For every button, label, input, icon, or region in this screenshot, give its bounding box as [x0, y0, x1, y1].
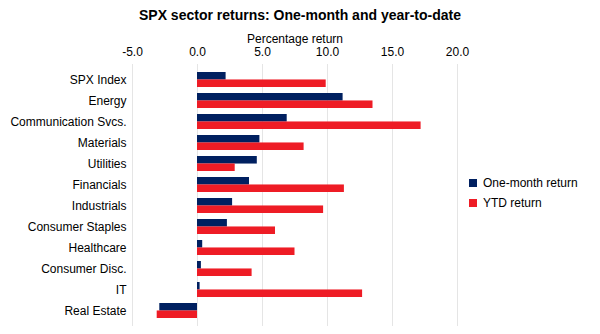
svg-text:Energy: Energy [88, 94, 126, 108]
svg-text:10.0: 10.0 [316, 45, 340, 59]
svg-text:-5.0: -5.0 [122, 45, 143, 59]
svg-text:Materials: Materials [78, 136, 127, 150]
svg-text:Consumer Disc.: Consumer Disc. [41, 262, 126, 276]
svg-text:Consumer Staples: Consumer Staples [28, 220, 127, 234]
svg-text:IT: IT [116, 283, 127, 297]
html-text:One-month return: One-month return [483, 176, 578, 190]
svg-text:Percentage return: Percentage return [247, 32, 343, 46]
svg-text:Industrials: Industrials [72, 199, 127, 213]
svg-text:0.0: 0.0 [189, 45, 206, 59]
svg-text:Communication Svcs.: Communication Svcs. [10, 115, 126, 129]
svg-text:Healthcare: Healthcare [68, 241, 126, 255]
svg-text:SPX Index: SPX Index [70, 73, 127, 87]
svg-text:15.0: 15.0 [381, 45, 405, 59]
svg-text:Utilities: Utilities [88, 157, 127, 171]
svg-text:5.0: 5.0 [254, 45, 271, 59]
html-text:YTD return: YTD return [483, 196, 542, 210]
svg-text:Real Estate: Real Estate [64, 304, 126, 318]
svg-text:20.0: 20.0 [446, 45, 470, 59]
svg-text:Financials: Financials [72, 178, 126, 192]
html-text:SPX sector returns: One-month: SPX sector returns: One-month and year-t… [139, 7, 461, 23]
